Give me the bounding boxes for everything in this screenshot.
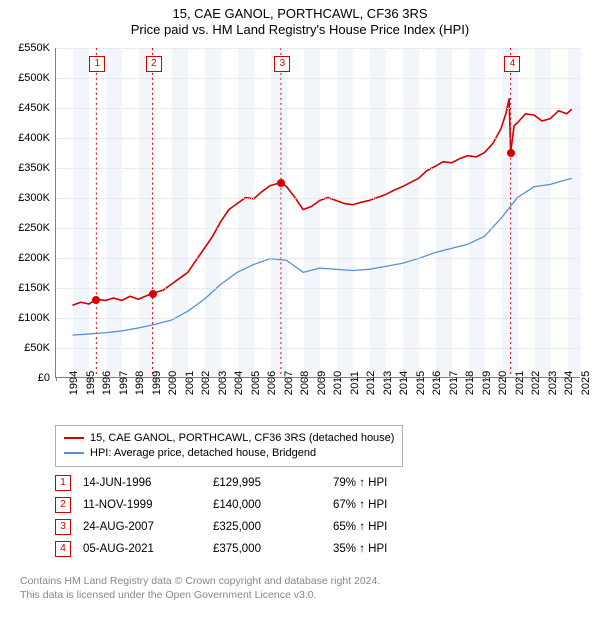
events-table: 1 14-JUN-1996£129,99579% ↑ HPI 2 11-NOV-199…	[55, 472, 453, 560]
y-axis-label: £500K	[18, 72, 50, 84]
y-axis-label: £0	[38, 372, 50, 384]
chart-svg	[56, 48, 580, 377]
gridline	[56, 48, 580, 49]
chart-area: £0£50K£100K£150K£200K£250K£300K£350K£400…	[55, 48, 580, 378]
event-price: £375,000	[213, 543, 333, 555]
event-row: 4 05-AUG-2021£375,00035% ↑ HPI	[55, 538, 453, 560]
y-axis-label: £100K	[18, 312, 50, 324]
gridline	[56, 318, 580, 319]
event-date: 24-AUG-2007	[83, 521, 213, 533]
legend-row: 15, CAE GANOL, PORTHCAWL, CF36 3RS (deta…	[64, 431, 394, 446]
event-row: 3 24-AUG-2007£325,00065% ↑ HPI	[55, 516, 453, 538]
gridline	[56, 168, 580, 169]
event-date: 05-AUG-2021	[83, 543, 213, 555]
event-delta: 79% ↑ HPI	[333, 477, 453, 489]
gridline	[56, 258, 580, 259]
event-row: 1 14-JUN-1996£129,99579% ↑ HPI	[55, 472, 453, 494]
event-date: 11-NOV-1999	[83, 499, 213, 511]
plot-region: £0£50K£100K£150K£200K£250K£300K£350K£400…	[55, 48, 580, 378]
event-row-number: 2	[55, 497, 71, 513]
chart-container: 15, CAE GANOL, PORTHCAWL, CF36 3RS Price…	[0, 0, 600, 620]
gridline	[56, 198, 580, 199]
y-axis-label: £450K	[18, 102, 50, 114]
y-axis-label: £200K	[18, 252, 50, 264]
x-axis-label: 2025	[568, 371, 592, 395]
gridline	[56, 348, 580, 349]
y-axis-label: £50K	[24, 342, 50, 354]
series-line	[72, 178, 571, 335]
event-row-number: 4	[55, 541, 71, 557]
legend-label: HPI: Average price, detached house, Brid…	[90, 446, 316, 461]
event-delta: 35% ↑ HPI	[333, 543, 453, 555]
event-row: 2 11-NOV-1999£140,00067% ↑ HPI	[55, 494, 453, 516]
event-price: £325,000	[213, 521, 333, 533]
legend: 15, CAE GANOL, PORTHCAWL, CF36 3RS (deta…	[55, 425, 403, 467]
y-axis-label: £300K	[18, 192, 50, 204]
series-line	[72, 99, 571, 305]
y-axis-label: £150K	[18, 282, 50, 294]
y-axis-label: £400K	[18, 132, 50, 144]
event-number-box: 4	[504, 56, 520, 72]
title-block: 15, CAE GANOL, PORTHCAWL, CF36 3RS Price…	[0, 0, 600, 39]
event-dot	[149, 290, 157, 298]
legend-swatch	[64, 437, 84, 439]
y-axis-label: £550K	[18, 42, 50, 54]
gridline	[56, 138, 580, 139]
event-delta: 65% ↑ HPI	[333, 521, 453, 533]
y-axis-label: £250K	[18, 222, 50, 234]
event-number-box: 2	[146, 56, 162, 72]
legend-swatch	[64, 452, 84, 454]
event-price: £140,000	[213, 499, 333, 511]
gridline	[56, 108, 580, 109]
event-number-box: 3	[274, 56, 290, 72]
event-date: 14-JUN-1996	[83, 477, 213, 489]
event-number-box: 1	[89, 56, 105, 72]
title-address: 15, CAE GANOL, PORTHCAWL, CF36 3RS	[0, 6, 600, 22]
footer-line-2: This data is licensed under the Open Gov…	[20, 589, 380, 603]
event-row-number: 1	[55, 475, 71, 491]
event-row-number: 3	[55, 519, 71, 535]
event-price: £129,995	[213, 477, 333, 489]
y-axis-label: £350K	[18, 162, 50, 174]
footer-attribution: Contains HM Land Registry data © Crown c…	[20, 575, 380, 602]
footer-line-1: Contains HM Land Registry data © Crown c…	[20, 575, 380, 589]
event-delta: 67% ↑ HPI	[333, 499, 453, 511]
legend-label: 15, CAE GANOL, PORTHCAWL, CF36 3RS (deta…	[90, 431, 394, 446]
gridline	[56, 288, 580, 289]
gridline	[56, 78, 580, 79]
gridline	[56, 228, 580, 229]
legend-row: HPI: Average price, detached house, Brid…	[64, 446, 394, 461]
title-subtitle: Price paid vs. HM Land Registry's House …	[0, 22, 600, 38]
